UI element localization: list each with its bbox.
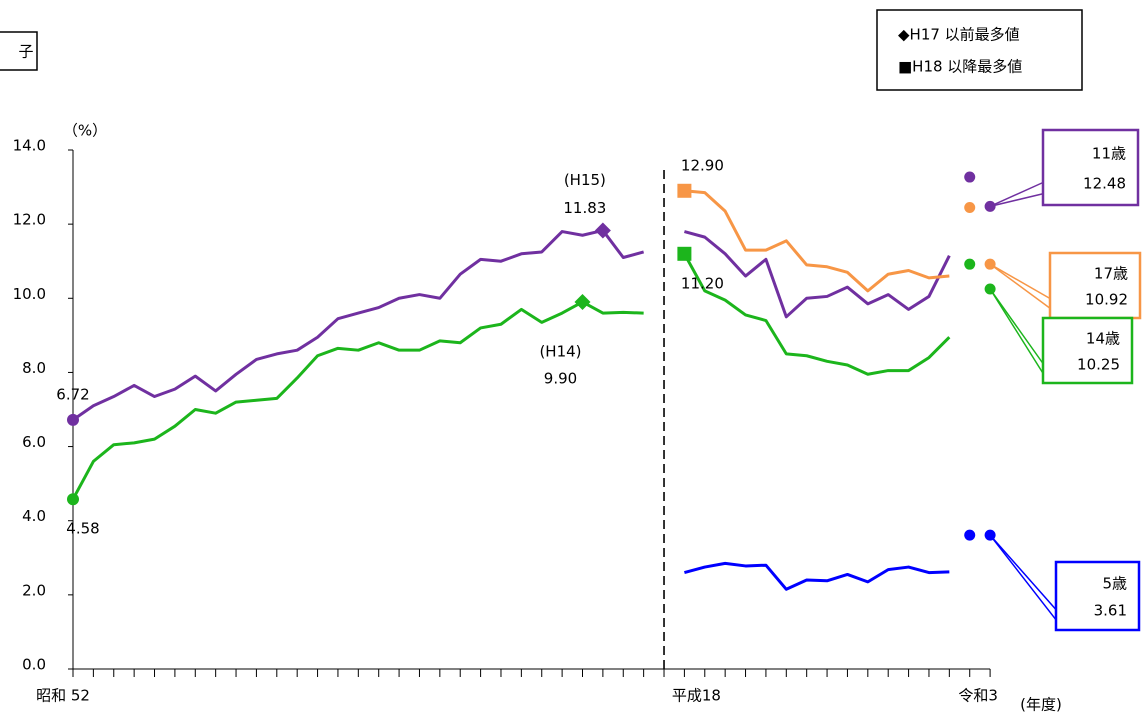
highlight-marker	[677, 246, 692, 261]
annotation-note: (H15)	[564, 171, 606, 189]
callout-leader	[989, 263, 1051, 309]
callout-box	[1054, 560, 1141, 632]
highlight-marker	[67, 493, 79, 506]
y-tick-label: 10.0	[13, 285, 46, 303]
legend-label: 5歳	[1102, 574, 1127, 592]
callout-leader	[989, 534, 1057, 611]
annotation-label: 11.20	[681, 274, 724, 292]
callout-box	[1041, 316, 1134, 385]
callout-leader	[989, 288, 1044, 374]
dot	[964, 201, 976, 213]
callout-value: 3.61	[1094, 601, 1127, 619]
annotation-label: 11.83	[563, 199, 606, 217]
y-tick-label: 4.0	[22, 507, 46, 525]
callout-box	[1041, 128, 1140, 207]
annotation-note: (H14)	[539, 342, 581, 360]
callout-value: 10.92	[1085, 290, 1128, 308]
x-axis-label: (年度)	[1020, 696, 1062, 714]
highlight-marker	[574, 293, 591, 310]
callout-leader	[989, 181, 1044, 208]
annotation-label: 6.72	[56, 385, 89, 403]
y-tick-label: 8.0	[22, 359, 46, 377]
annotation-label: 9.90	[544, 369, 577, 387]
legend-label: 14歳	[1086, 329, 1120, 347]
annotation-label: 12.90	[681, 156, 724, 174]
y-axis-label: （%）	[63, 122, 107, 140]
legend-label: 17歳	[1094, 264, 1128, 282]
series-line	[72, 228, 951, 422]
legend-box	[876, 9, 1083, 91]
callout-value: 12.48	[1083, 175, 1126, 193]
title-box	[0, 31, 38, 71]
highlight-marker	[677, 183, 692, 198]
dot	[964, 171, 976, 183]
series-line	[71, 253, 951, 500]
y-tick-label: 14.0	[13, 137, 46, 155]
legend-note: ◆H17 以前最多値	[898, 26, 1020, 44]
y-tick-label: 2.0	[22, 581, 46, 599]
legend-note: ■H18 以降最多値	[898, 58, 1022, 76]
legend-label: 11歳	[1092, 145, 1126, 163]
callout-box	[1048, 251, 1142, 320]
annotation-label: 4.58	[66, 520, 99, 538]
callout-leader	[989, 288, 1044, 364]
series-line	[684, 189, 950, 293]
y-tick-label: 0.0	[22, 656, 46, 674]
x-tick-label: 平成18	[672, 687, 721, 705]
callout-leader	[989, 534, 1057, 621]
y-tick-label: 6.0	[22, 433, 46, 451]
dot	[964, 258, 976, 270]
series-line	[684, 561, 950, 591]
highlight-marker	[67, 413, 79, 426]
x-tick-label: 昭和 52	[36, 687, 90, 705]
highlight-marker	[594, 222, 611, 239]
callout-leader	[989, 263, 1051, 300]
callout-leader	[989, 193, 1044, 208]
callout-value: 10.25	[1077, 355, 1120, 373]
y-tick-label: 12.0	[13, 211, 46, 229]
dot	[964, 529, 976, 541]
x-tick-label: 令和3	[958, 687, 998, 705]
chart-title: 子	[18, 43, 33, 61]
